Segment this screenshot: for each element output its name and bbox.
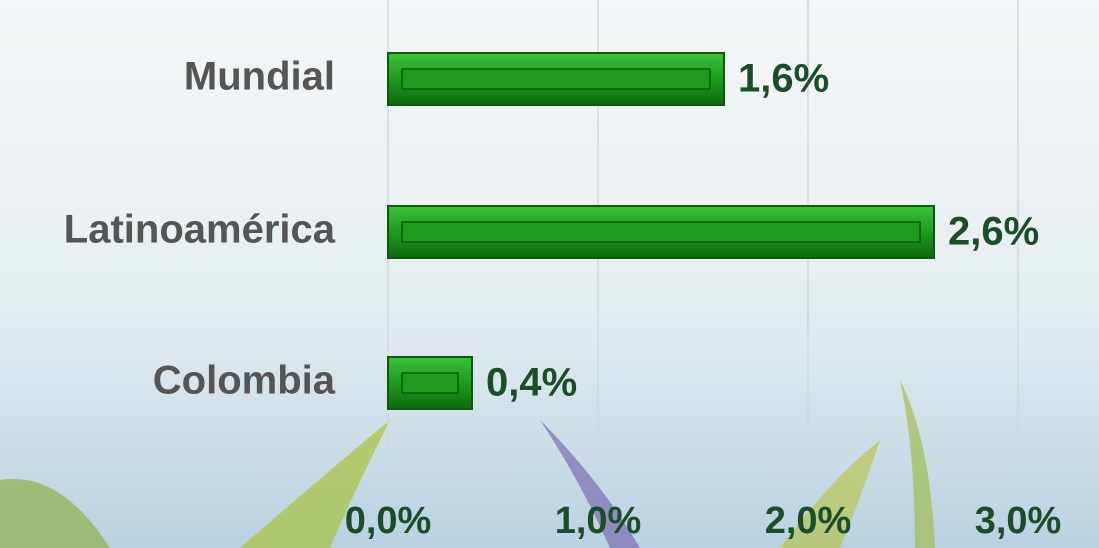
category-label: Colombia	[153, 359, 336, 403]
value-label: 2,6%	[948, 210, 1039, 254]
category-label: Mundial	[184, 55, 335, 99]
value-label: 0,4%	[486, 361, 577, 405]
x-tick-label: 1,0%	[555, 500, 642, 542]
category-label: Latinoamérica	[64, 208, 336, 252]
bar-bevel	[402, 222, 920, 242]
x-tick-label: 2,0%	[765, 500, 852, 542]
bar-bevel	[402, 69, 710, 89]
chart: 0,0% 1,0% 2,0% 3,0% Mundial 1,6% Latinoamérica…	[0, 0, 1099, 548]
x-tick-label: 3,0%	[975, 500, 1062, 542]
x-tick-label: 0,0%	[345, 500, 432, 542]
bar-bevel	[402, 373, 458, 393]
value-label: 1,6%	[738, 57, 829, 101]
